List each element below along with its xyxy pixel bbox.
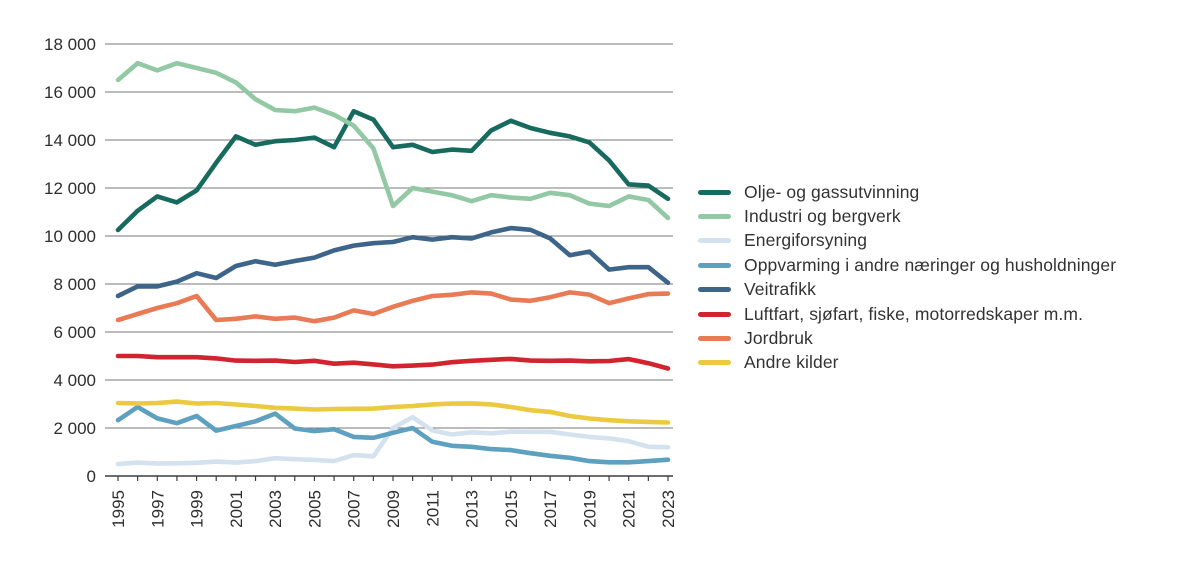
x-tick-label-1995: 1995 xyxy=(109,490,128,528)
y-tick-label-2000: 2 000 xyxy=(53,419,96,438)
legend-label: Industri og bergverk xyxy=(744,206,901,227)
x-tick-label-1999: 1999 xyxy=(188,490,207,528)
legend-item-industri-og-bergverk: Industri og bergverk xyxy=(698,204,1116,228)
legend-label: Luftfart, sjøfart, fiske, motorredskaper… xyxy=(744,303,1084,324)
legend-item-andre-kilder: Andre kilder xyxy=(698,351,1116,375)
x-tick-label-2017: 2017 xyxy=(541,490,560,528)
y-tick-label-0: 0 xyxy=(87,467,96,486)
gridlines xyxy=(105,43,673,429)
legend-swatch-icon xyxy=(698,311,731,317)
y-tick-label-4000: 4 000 xyxy=(53,371,96,390)
legend-label: Andre kilder xyxy=(744,352,839,373)
x-tick-label-2019: 2019 xyxy=(580,490,599,528)
x-tick-label-2015: 2015 xyxy=(502,490,521,528)
series-line-olje-og-gassutvinning xyxy=(115,108,671,233)
legend-swatch-icon xyxy=(698,189,731,195)
x-tick-label-2023: 2023 xyxy=(659,490,678,528)
series-line-andre-kilder xyxy=(115,399,671,425)
y-tick-label-16000: 16 000 xyxy=(44,83,96,102)
legend-label: Energiforsyning xyxy=(744,230,868,251)
y-tick-label-6000: 6 000 xyxy=(53,323,96,342)
x-tick-label-2021: 2021 xyxy=(620,490,639,528)
y-tick-label-18000: 18 000 xyxy=(44,35,96,54)
y-tick-label-8000: 8 000 xyxy=(53,275,96,294)
legend-item-jordbruk: Jordbruk xyxy=(698,326,1116,350)
legend-item-oppvarming-i-andre-n-ringer-og-husholdninger: Oppvarming i andre næringer og husholdni… xyxy=(698,253,1116,277)
legend-swatch-icon xyxy=(698,336,731,342)
y-tick-label-10000: 10 000 xyxy=(44,227,96,246)
x-tick-label-1997: 1997 xyxy=(148,490,167,528)
chart-legend: Olje- og gassutvinning Industri og bergve… xyxy=(698,180,1116,375)
legend-item-olje-og-gassutvinning: Olje- og gassutvinning xyxy=(698,180,1116,204)
x-tick-label-2003: 2003 xyxy=(266,490,285,528)
x-axis xyxy=(105,475,673,481)
legend-label: Oppvarming i andre næringer og husholdni… xyxy=(744,254,1117,275)
x-tick-label-2013: 2013 xyxy=(463,490,482,528)
legend-label: Olje- og gassutvinning xyxy=(744,181,920,202)
x-tick-label-2007: 2007 xyxy=(345,490,364,528)
x-tick-label-2009: 2009 xyxy=(384,490,403,528)
legend-item-luftfart-sj-fart-fiske-motorredskaper-m-m-: Luftfart, sjøfart, fiske, motorredskaper… xyxy=(698,302,1116,326)
series-line-industri-og-bergverk xyxy=(115,60,671,221)
legend-label: Jordbruk xyxy=(744,328,813,349)
x-tick-labels: 1995 1997 1999 2001 2003 2005 2007 2009 2011 2013… xyxy=(109,490,678,528)
x-tick-label-2001: 2001 xyxy=(227,490,246,528)
series-line-jordbruk xyxy=(115,290,671,324)
series-line-luftfart-sj-fart-fiske-motorredskaper-m-m- xyxy=(115,353,671,371)
legend-item-energiforsyning: Energiforsyning xyxy=(698,229,1116,253)
y-tick-label-14000: 14 000 xyxy=(44,131,96,150)
series-line-veitrafikk xyxy=(115,225,671,299)
series-line-oppvarming-i-andre-n-ringer-og-husholdninger xyxy=(115,404,671,465)
x-tick-label-2011: 2011 xyxy=(423,490,442,527)
legend-swatch-icon xyxy=(698,238,731,244)
legend-label: Veitrafikk xyxy=(744,279,816,300)
legend-swatch-icon xyxy=(698,214,731,220)
y-tick-label-12000: 12 000 xyxy=(44,179,96,198)
legend-swatch-icon xyxy=(698,287,731,293)
series-line-energiforsyning xyxy=(115,414,671,467)
legend-swatch-icon xyxy=(698,360,731,366)
series-lines xyxy=(115,60,671,467)
y-tick-labels: 0 2 000 4 000 6 000 8 000 10 000 12 000 14 000 1… xyxy=(44,35,96,486)
legend-swatch-icon xyxy=(698,262,731,268)
legend-item-veitrafikk: Veitrafikk xyxy=(698,278,1116,302)
x-tick-label-2005: 2005 xyxy=(305,490,324,528)
